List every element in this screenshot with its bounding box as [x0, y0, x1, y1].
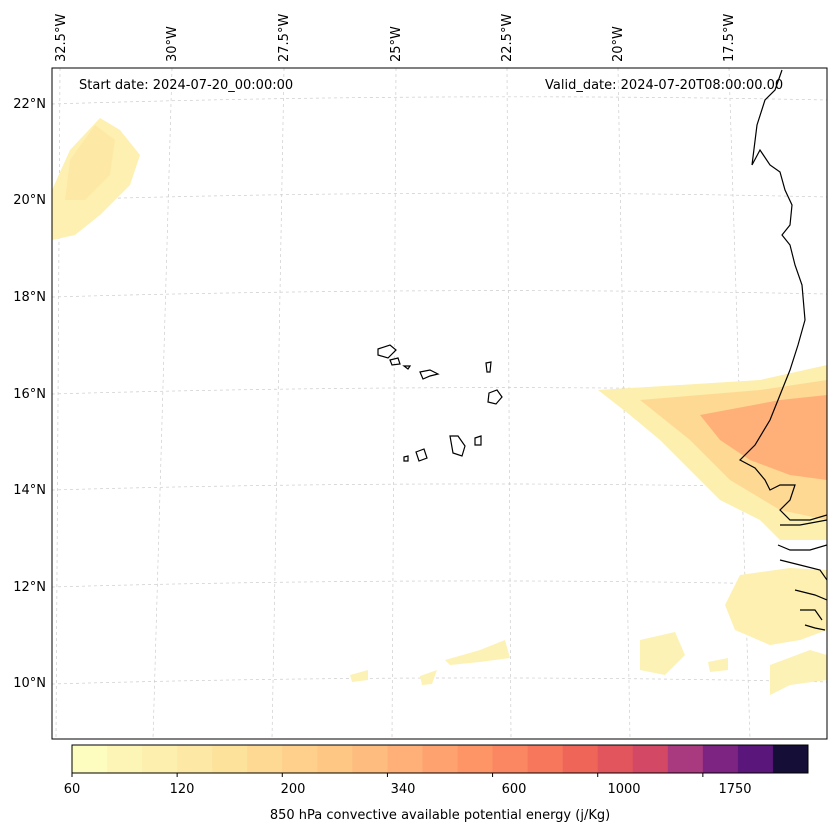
colorbar-swatch: [737, 745, 774, 773]
grid-lon-32-5: [55, 68, 61, 739]
cape-area-blob-5: [420, 670, 437, 685]
lon-label-22-5w: 22.5°W: [500, 13, 515, 62]
coastlines: [377, 69, 827, 631]
valid-date-label: Valid_date: 2024-07-20T08:00:00.00: [545, 78, 784, 93]
island-boa-vista: [487, 389, 503, 405]
africa-coastline: [739, 69, 827, 521]
colorbar-swatch: [562, 745, 599, 773]
colorbar-frame: [71, 744, 809, 774]
colorbar-swatch: [457, 745, 494, 773]
grid-lat-18: [52, 290, 827, 298]
colorbar-swatch: [107, 745, 143, 773]
island-santo-antao: [377, 344, 397, 359]
colorbar-swatch: [72, 745, 108, 773]
colorbar-swatch: [772, 745, 809, 773]
colorbar-swatch: [702, 745, 739, 773]
island-santa-luzia: [402, 365, 412, 370]
island-maio: [474, 435, 482, 446]
colorbar-swatch: [492, 745, 529, 773]
colorbar-swatch: [352, 745, 388, 773]
grid-lat-16: [52, 387, 827, 395]
colorbar-swatch: [527, 745, 564, 773]
colorbar-swatch: [247, 745, 283, 773]
cape-area-blob-6: [708, 658, 728, 672]
cape-area-southeast: [725, 568, 827, 645]
colorbar-swatch: [212, 745, 248, 773]
colorbar-swatch: [142, 745, 178, 773]
lat-label-14n: 14°N: [13, 483, 46, 498]
island-sal: [485, 361, 492, 373]
grid-lat-12: [52, 580, 827, 588]
colorbar-swatch: [317, 745, 353, 773]
colorbar-tick-120: 120: [169, 782, 195, 797]
colorbar-title: 850 hPa convective available potential e…: [269, 808, 611, 823]
lat-label-12n: 12°N: [13, 580, 46, 595]
colorbar-swatch: [632, 745, 669, 773]
lon-label-20w: 20°W: [611, 26, 626, 62]
cape-area-blob-3: [445, 640, 510, 665]
grid-lon-27-5: [271, 68, 285, 739]
grid-lat-20: [52, 192, 827, 201]
colorbar-swatch: [282, 745, 318, 773]
colorbar: [72, 745, 809, 773]
colorbar-tick-200: 200: [280, 782, 306, 797]
cape-area-northwest-core: [65, 125, 115, 200]
colorbar-tick-340: 340: [390, 782, 416, 797]
lat-label-16n: 16°N: [13, 387, 46, 402]
grid-lon-25: [391, 68, 397, 739]
colorbar-swatch: [597, 745, 634, 773]
coast-gambia-senegal: [777, 519, 827, 631]
map-frame: [51, 67, 828, 740]
island-brava: [403, 455, 409, 462]
lon-label-32-5w: 32.5°W: [54, 13, 69, 62]
grid-lat-14: [52, 483, 827, 491]
cape-area-blob-1: [640, 632, 685, 675]
island-santiago: [449, 435, 466, 457]
grid-lat-22: [52, 96, 827, 105]
lat-label-18n: 18°N: [13, 290, 46, 305]
colorbar-swatch: [177, 745, 213, 773]
lat-label-10n: 10°N: [13, 676, 46, 691]
grid-lat-10: [52, 677, 827, 685]
colorbar-tick-1750: 1750: [718, 782, 752, 797]
lon-label-17-5w: 17.5°W: [722, 13, 737, 62]
cape-area-east-core: [700, 395, 827, 480]
cape-area-blob-2: [770, 650, 827, 695]
colorbar-swatch: [667, 745, 704, 773]
lon-label-25w: 25°W: [389, 26, 404, 62]
colorbar-tick-1000: 1000: [607, 782, 641, 797]
lat-label-20n: 20°N: [13, 193, 46, 208]
colorbar-tick-marks: [71, 773, 704, 777]
cape-area-blob-4: [350, 670, 368, 682]
grid-lon-30: [152, 68, 173, 739]
colorbar-tick-600: 600: [501, 782, 527, 797]
colorbar-swatch: [422, 745, 459, 773]
colorbar-swatch: [387, 745, 423, 773]
lon-label-27-5w: 27.5°W: [277, 13, 292, 62]
island-sao-nicolau: [419, 369, 440, 380]
colorbar-tick-60: 60: [63, 782, 81, 797]
lat-label-22n: 22°N: [13, 97, 46, 112]
start-date-label: Start date: 2024-07-20_00:00:00: [79, 78, 294, 93]
grid-lon-22-5: [506, 68, 512, 739]
grid-lon-20: [617, 68, 631, 739]
island-fogo: [415, 448, 428, 462]
lon-label-30w: 30°W: [165, 26, 180, 62]
island-sao-vicente: [389, 357, 401, 366]
